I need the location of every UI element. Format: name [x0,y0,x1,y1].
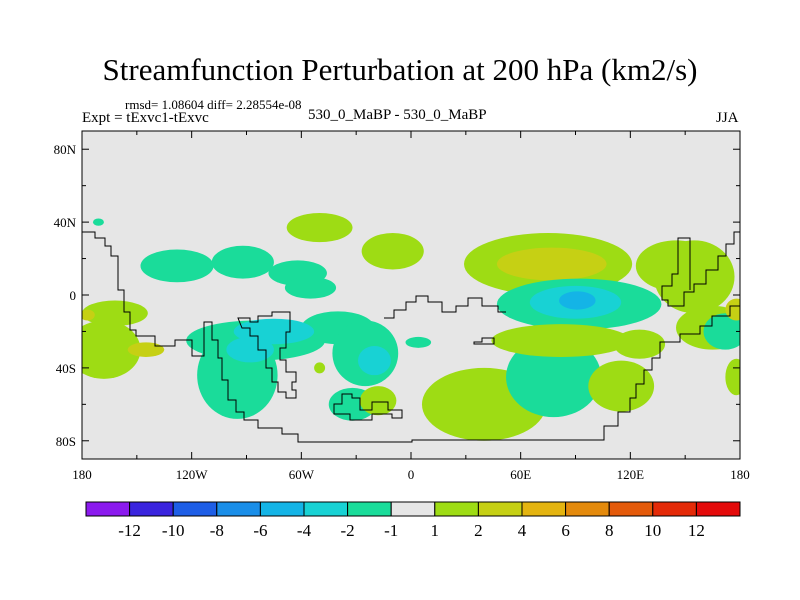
coastline-indonesia [473,337,495,345]
contour-region-15 [361,233,424,270]
colorbar-label-8: 2 [474,521,483,540]
contour-region-28 [588,360,655,412]
case-annotation: 530_0_MaBP - 530_0_MaBP [308,107,487,123]
coastline-south-america [237,311,297,399]
contour-region-9 [82,309,95,321]
colorbar-swatch-5 [303,501,349,517]
chart-title: Streamfunction Perturbation at 200 hPa (… [102,52,698,87]
contour-region-3 [703,313,740,350]
coastline-africa [384,295,506,319]
colorbar-label-5: -2 [341,521,355,540]
contour-region-33 [559,291,596,310]
contour-region-27 [506,336,602,418]
colorbar-label-7: 1 [431,521,440,540]
contour-region-6 [82,320,141,379]
contour-region-11 [211,245,274,279]
y-tick-label-3: 40S [56,361,76,376]
x-tick-label-6: 180 [730,467,750,482]
contour-region-22 [226,336,274,363]
contour-region-24 [359,386,397,416]
contour-region-1 [654,240,735,314]
x-tick-label-5: 120E [617,467,645,482]
colorbar-label-6: -1 [384,521,398,540]
colorbar-swatch-13 [652,501,697,517]
contour-region-36 [405,336,432,348]
x-tick-label-3: 0 [408,467,415,482]
colorbar-label-13: 12 [688,521,705,540]
contour-region-8 [82,300,148,326]
coastlines [82,231,740,443]
colorbar-swatch-14 [695,501,741,517]
y-tick-label-0: 80N [54,142,77,157]
coastline-americas [82,231,304,443]
contour-region-25 [314,362,326,374]
contour-region-30 [496,247,607,281]
colorbar-label-11: 8 [605,521,614,540]
contour-region-5 [725,298,740,321]
contour-region-35 [613,329,666,359]
colorbar-swatch-1 [129,501,174,517]
colorbar-swatch-6 [347,501,392,517]
colorbar-label-3: -6 [253,521,267,540]
season-annotation: JJA [716,110,739,126]
stats-annotation: rmsd= 1.08604 diff= 2.28554e-08 [125,97,302,112]
experiment-annotation: Expt = tExvc1-tExvc [82,110,209,126]
contour-fields [82,213,740,441]
coastline-maritime [333,393,403,421]
contour-region-4 [725,358,740,396]
contour-region-23 [357,346,391,376]
colorbar-swatch-9 [477,501,523,517]
colorbar-swatch-7 [390,501,436,517]
colorbar-swatch-11 [565,501,610,517]
colorbar-swatch-12 [608,501,654,517]
colorbar-swatch-2 [172,501,218,517]
contour-region-13 [284,276,337,299]
contour-region-37 [92,218,104,226]
colorbar-swatch-3 [216,501,261,517]
colorbar-swatch-8 [434,501,479,517]
contour-region-7 [127,342,165,357]
colorbar-label-1: -10 [162,521,185,540]
colorbar-label-0: -12 [118,521,141,540]
contour-region-34 [491,324,631,357]
colorbar-swatch-10 [521,501,567,517]
y-axis: 80N 40N 0 40S 80S [54,142,740,449]
colorbar-swatch-4 [259,501,305,517]
coastline-antarctica [304,305,740,443]
x-tick-label-2: 60W [289,467,315,482]
colorbar-label-2: -8 [210,521,224,540]
contour-region-10 [140,249,214,283]
contour-region-14 [286,213,353,243]
colorbar-swatch-0 [85,501,131,517]
colorbar-label-9: 4 [518,521,527,540]
y-tick-label-2: 0 [70,288,77,303]
x-tick-label-4: 60E [510,467,531,482]
coastline-asia [661,231,740,307]
y-tick-label-1: 40N [54,215,77,230]
x-tick-label-1: 120W [176,467,209,482]
x-axis: 180 120W 60W 0 60E 120E 180 [72,131,750,482]
colorbar: -12 -10 -8 -6 -4 -2 -1 1 2 4 6 8 10 12 [85,501,741,540]
colorbar-label-10: 6 [561,521,570,540]
y-tick-label-4: 80S [56,434,76,449]
colorbar-label-4: -4 [297,521,312,540]
colorbar-label-12: 10 [644,521,661,540]
x-tick-label-0: 180 [72,467,92,482]
